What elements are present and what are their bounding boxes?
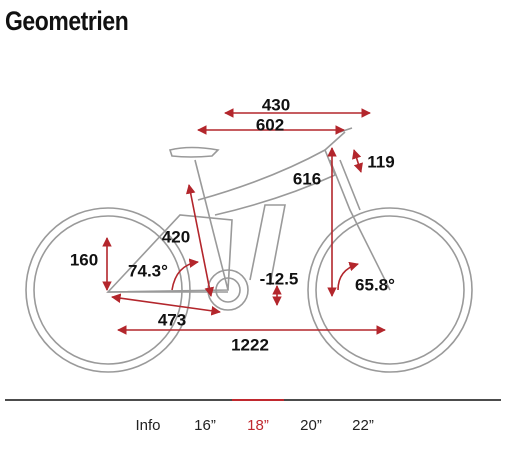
page-title: Geometrien <box>5 6 129 36</box>
dimension-lines <box>102 108 386 335</box>
dimension-label: 160 <box>70 250 98 269</box>
tab[interactable]: 20” <box>300 417 322 434</box>
dimension-label: -12.5 <box>260 269 299 288</box>
dimension-label: 1222 <box>231 335 269 354</box>
dimension-label: 602 <box>256 115 284 134</box>
dimension-label: 616 <box>293 169 321 188</box>
dimension-labels: 430 602 119 616 420 160 74.3° -12.5 65.8… <box>70 95 395 354</box>
size-tabs: Info 16” 18” 20” 22” <box>135 417 373 434</box>
dimension-label: 473 <box>158 310 186 329</box>
tab[interactable]: 22” <box>352 417 374 434</box>
tab[interactable]: Info <box>135 417 160 434</box>
tab[interactable]: 16” <box>194 417 216 434</box>
tab[interactable]: 18” <box>247 417 269 434</box>
dimension-label: 119 <box>367 152 394 171</box>
dimension-label: 430 <box>262 95 290 114</box>
dimension-label: 420 <box>162 227 190 246</box>
dimension-label: 65.8° <box>355 275 395 294</box>
dimension-label: 74.3° <box>128 261 168 280</box>
